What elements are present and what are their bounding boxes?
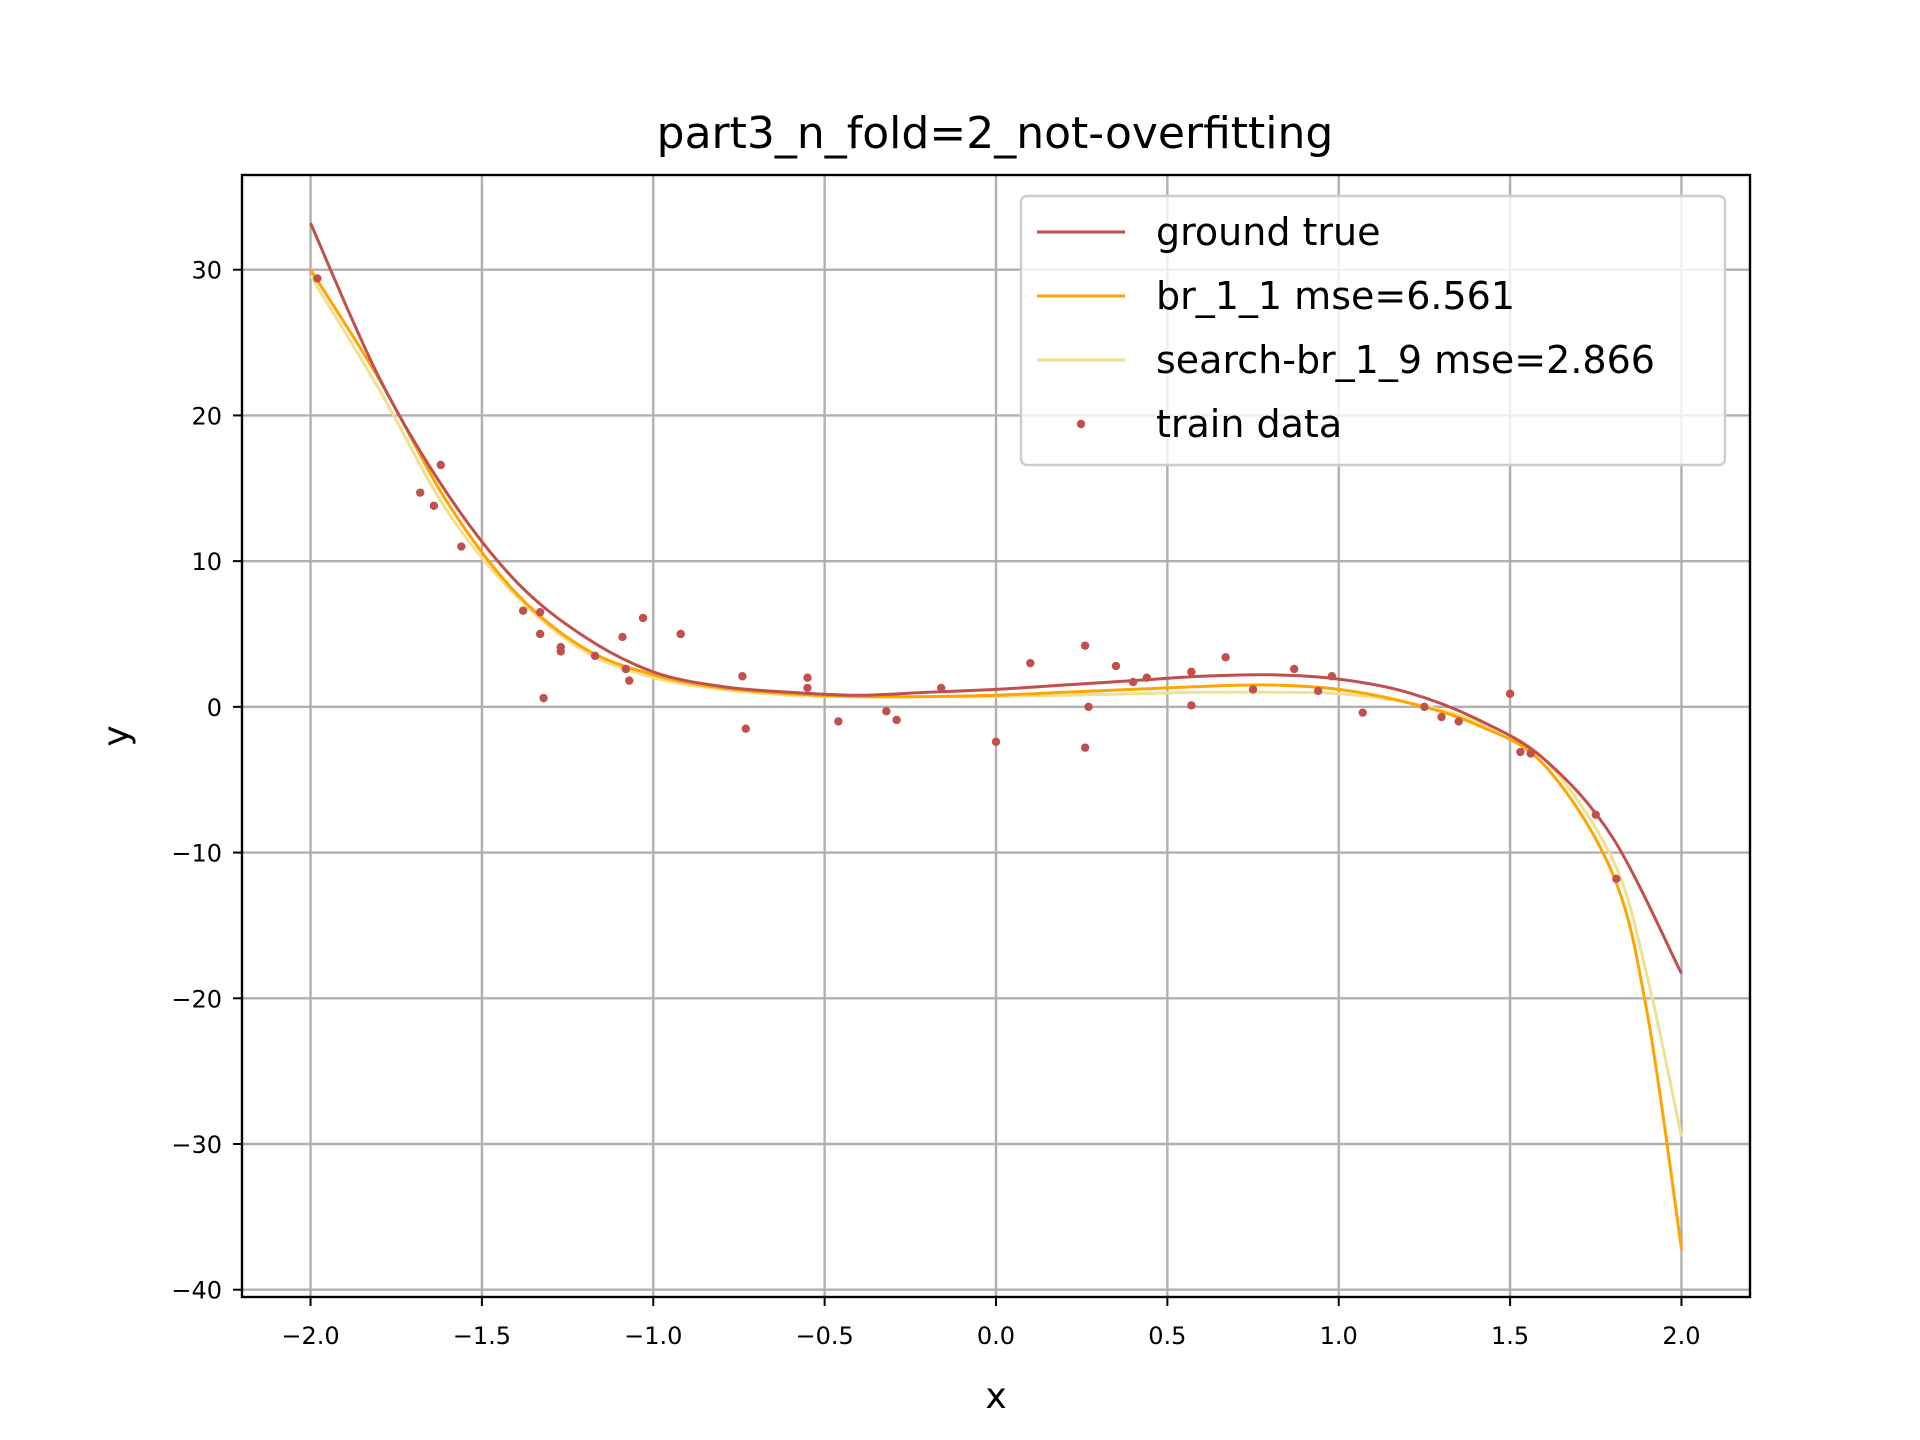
- x-tick-label: 0.0: [977, 1322, 1015, 1350]
- x-tick-label: 2.0: [1662, 1322, 1700, 1350]
- train-data-point: [436, 460, 445, 470]
- train-data-point: [1454, 717, 1463, 726]
- train-data-point: [936, 683, 946, 693]
- train-data-point: [1327, 672, 1337, 681]
- train-data-point: [892, 715, 901, 725]
- series-line-0: [309, 222, 1683, 975]
- legend-label: search-br_1_9 mse=2.866: [1156, 338, 1655, 382]
- train-data-point: [621, 664, 631, 674]
- train-data-point: [1187, 701, 1196, 710]
- plot-area: [309, 222, 1683, 1250]
- legend-label: ground true: [1156, 210, 1381, 254]
- train-data-point: [1420, 702, 1429, 712]
- legend-label: br_1_1 mse=6.561: [1156, 274, 1515, 318]
- train-data-point: [416, 488, 425, 497]
- x-tick-label: 0.5: [1148, 1322, 1186, 1350]
- x-tick-label: −1.5: [453, 1322, 511, 1350]
- train-data-point: [535, 629, 545, 639]
- train-data-point: [1111, 661, 1121, 671]
- train-data-point: [1142, 673, 1152, 682]
- legend: ground true br_1_1 mse=6.561 search-br_1_9…: [1019, 194, 1727, 467]
- train-data-point: [618, 632, 627, 642]
- train-data-point: [1437, 712, 1446, 722]
- train-data-point: [1080, 743, 1090, 752]
- train-data-point: [590, 651, 600, 661]
- y-axis-label: y: [96, 725, 137, 746]
- train-data-point: [1358, 708, 1367, 717]
- train-data-point: [457, 542, 466, 551]
- y-tick-label: −10: [171, 840, 222, 868]
- train-data-point: [1221, 653, 1230, 662]
- train-data-point: [803, 673, 812, 682]
- y-tick-label: 30: [191, 257, 222, 285]
- train-data-point: [539, 693, 548, 703]
- x-axis-label: x: [985, 1376, 1006, 1417]
- train-data-point: [518, 606, 528, 615]
- x-tick-label: 1.0: [1320, 1322, 1358, 1350]
- train-data-point: [1526, 749, 1535, 758]
- train-data-point: [535, 607, 545, 617]
- train-data-point: [1128, 677, 1138, 687]
- y-tick-label: 0: [207, 694, 222, 722]
- train-data-point: [1505, 689, 1515, 698]
- y-tick-label: −30: [171, 1131, 222, 1159]
- y-tick-label: 20: [191, 402, 222, 430]
- train-data-point: [803, 683, 812, 693]
- train-data-point: [1289, 664, 1299, 674]
- legend-swatch-marker: [1076, 419, 1086, 429]
- x-tick-label: 1.5: [1491, 1322, 1529, 1350]
- train-data-point: [1612, 874, 1621, 883]
- chart-title: part3_n_fold=2_not-overfitting: [657, 108, 1334, 159]
- train-data-point: [638, 613, 648, 623]
- train-data-point: [1516, 747, 1525, 757]
- legend-box: [1019, 194, 1727, 467]
- y-tick-label: 10: [191, 548, 222, 576]
- x-axis: −2.0 −1.5 −1.0 −0.5 0.0 0.5 1.0 1.5 2.0: [281, 1297, 1701, 1350]
- train-data-point: [1313, 686, 1323, 696]
- train-data-point: [882, 707, 891, 716]
- x-tick-label: −2.0: [281, 1322, 339, 1350]
- train-data-point: [556, 647, 565, 656]
- train-data-point: [991, 737, 1001, 747]
- train-data-point: [1026, 658, 1035, 668]
- train-data-point: [1187, 667, 1196, 677]
- train-data-point: [738, 672, 747, 681]
- train-data-point: [741, 724, 751, 733]
- train-data-point: [429, 501, 439, 510]
- legend-label: train data: [1156, 402, 1342, 446]
- y-tick-label: −20: [171, 985, 222, 1013]
- train-data-point: [1591, 810, 1600, 819]
- train-data-point: [1084, 702, 1093, 712]
- series-line-1: [309, 268, 1683, 1250]
- train-data-point: [625, 676, 634, 685]
- train-data-point: [1248, 685, 1258, 694]
- plot-data: [309, 222, 1683, 1250]
- train-data-point: [1080, 641, 1090, 650]
- train-data-point: [676, 629, 685, 639]
- y-axis: 30 20 10 0 −10 −20 −30 −40: [171, 257, 242, 1305]
- train-data-point: [313, 274, 322, 283]
- x-tick-label: −1.0: [624, 1322, 682, 1350]
- y-tick-label: −40: [171, 1277, 222, 1305]
- x-tick-label: −0.5: [795, 1322, 853, 1350]
- train-data-point: [834, 717, 843, 726]
